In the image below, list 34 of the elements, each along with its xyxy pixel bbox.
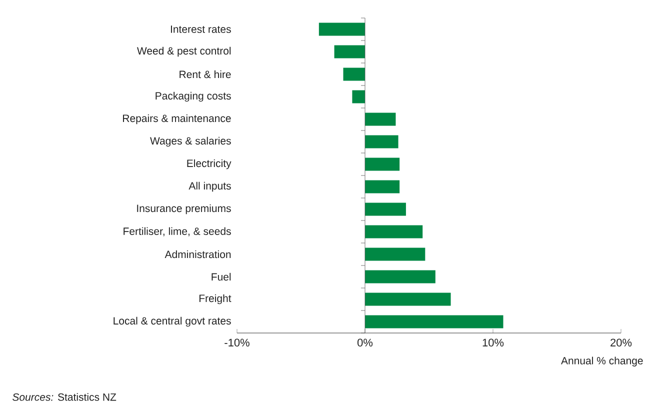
x-axis-title: Annual % change [561, 356, 643, 366]
bar [365, 270, 436, 284]
x-tick-label: 20% [610, 338, 632, 346]
bar [365, 158, 400, 171]
y-tick-label: All inputs [188, 182, 231, 192]
bar [352, 90, 365, 104]
y-tick-label: Freight [199, 294, 232, 304]
bar [365, 180, 400, 194]
y-tick-label: Weed & pest control [136, 46, 231, 57]
y-tick-label: Insurance premiums [137, 204, 231, 214]
bar [365, 135, 398, 148]
x-tick-label: -10% [224, 338, 250, 346]
bar [343, 68, 365, 81]
y-tick-label: Local & central govt rates [114, 316, 231, 327]
text: Sources: Statistics NZ [12, 393, 116, 401]
y-tick-label: Electricity [187, 159, 232, 170]
y-tick-label: Wages & salaries [150, 136, 231, 147]
y-tick-label: Repairs & maintenance [123, 114, 231, 124]
bar [365, 112, 396, 126]
bar [334, 45, 365, 58]
y-tick-label: Fertiliser, lime, & seeds [124, 227, 231, 236]
y-tick-label: Packaging costs [156, 92, 231, 102]
y-tick-label: Administration [164, 250, 231, 258]
y-tick-label: Rent & hire [180, 70, 231, 78]
bar [365, 202, 406, 216]
bar [365, 248, 426, 261]
x-tick-label: 0% [357, 338, 373, 346]
x-tick-label: 10% [482, 338, 504, 346]
bar [365, 292, 451, 306]
y-tick-label: Fuel [212, 272, 231, 281]
bar [318, 22, 365, 36]
bar [365, 225, 423, 238]
y-tick-label: Interest rates [170, 26, 231, 33]
bar [365, 315, 504, 328]
